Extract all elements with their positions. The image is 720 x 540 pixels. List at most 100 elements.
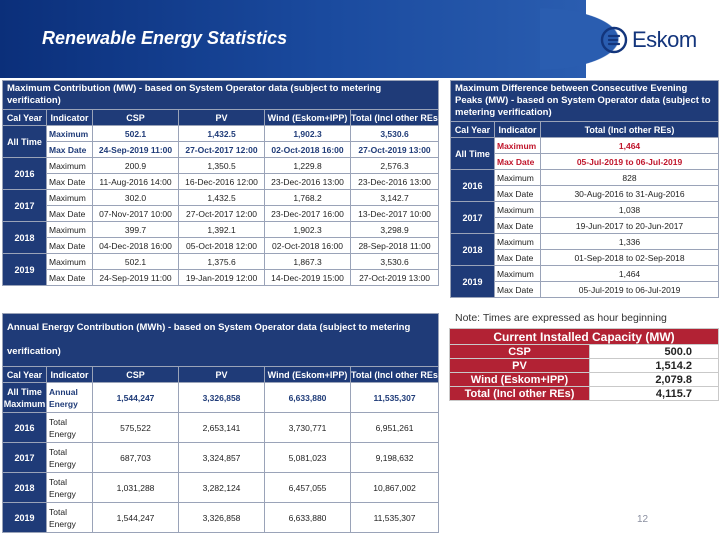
- value-cell: 575,522: [92, 412, 179, 443]
- value-cell: 23-Dec-2017 16:00: [264, 205, 351, 222]
- year-cell: 2019: [2, 253, 47, 286]
- annual-energy-table: Annual Energy Contribution (MWh) - based…: [1, 313, 440, 533]
- value-cell: 1,768.2: [264, 189, 351, 206]
- value-cell: 502.1: [92, 253, 179, 270]
- capacity-label: Wind (Eskom+IPP): [449, 372, 590, 387]
- year-cell: 2016: [450, 169, 495, 202]
- value-cell: 24-Sep-2019 11:00: [92, 269, 179, 286]
- value-cell: 828: [539, 169, 720, 186]
- table-row: 2016 Maximum 200.9 1,350.5 1,229.8 2,576.3: [2, 157, 440, 190]
- value-cell: 302.0: [92, 189, 179, 206]
- value-cell: 05-Jul-2019 to 06-Jul-2019: [539, 281, 720, 298]
- slide-header: Renewable Energy Statistics Eskom: [0, 0, 720, 78]
- value-cell: 24-Sep-2019 11:00: [92, 141, 179, 158]
- table-row: Max Date 05-Jul-2019 to 06-Jul-2019: [451, 281, 720, 298]
- value-cell: 1,392.1: [178, 221, 265, 238]
- table-row: Max Date 01-Sep-2018 to 02-Sep-2018: [451, 249, 720, 266]
- year-cell: 2018: [450, 233, 495, 266]
- value-cell: 30-Aug-2016 to 31-Aug-2016: [539, 185, 720, 202]
- value-cell: 07-Nov-2017 10:00: [92, 205, 179, 222]
- value-cell: 11,535,307: [349, 502, 440, 533]
- value-cell: 399.7: [92, 221, 179, 238]
- year-cell: 2017: [2, 189, 47, 222]
- capacity-value: 2,079.8: [588, 372, 720, 387]
- max-contribution-title: Maximum Contribution (MW) - based on Sys…: [1, 80, 440, 110]
- max-difference-table: Maximum Difference between Consecutive E…: [449, 80, 720, 298]
- capacity-row: CSP 500.0: [449, 344, 720, 359]
- capacity-label: Total (Incl other REs): [449, 386, 590, 401]
- value-cell: 02-Oct-2018 16:00: [264, 237, 351, 254]
- capacity-row: Wind (Eskom+IPP) 2,079.8: [449, 372, 720, 387]
- value-cell: 1,902.3: [264, 125, 351, 142]
- page-title: Renewable Energy Statistics: [42, 28, 288, 48]
- indicator-cell: Annual Energy: [46, 382, 93, 413]
- table-row: All Time Maximum 1,464: [450, 137, 720, 170]
- value-cell: 3,298.9: [349, 221, 440, 238]
- table-row: 2017 Total Energy 687,703 3,324,857 5,081,02…: [2, 442, 440, 473]
- value-cell: 3,326,858: [178, 502, 265, 533]
- value-cell: 502.1: [92, 125, 179, 142]
- value-cell: 11-Aug-2016 14:00: [92, 173, 179, 190]
- value-cell: 27-Oct-2019 13:00: [349, 141, 440, 158]
- value-cell: 6,633,880: [264, 382, 351, 413]
- header-band: [0, 0, 586, 78]
- value-cell: 01-Sep-2018 to 02-Sep-2018: [539, 249, 720, 266]
- value-cell: 14-Dec-2019 15:00: [264, 269, 351, 286]
- max-contribution-panel: Maximum Contribution (MW) - based on Sys…: [1, 80, 440, 286]
- indicator-cell: Max Date: [46, 269, 93, 286]
- value-cell: 9,198,632: [349, 442, 440, 473]
- indicator-cell: Max Date: [494, 217, 541, 234]
- indicator-cell: Maximum: [46, 189, 93, 206]
- indicator-cell: Max Date: [46, 205, 93, 222]
- indicator-cell: Max Date: [46, 173, 93, 190]
- indicator-cell: Max Date: [46, 141, 93, 158]
- table-row: Max Date 11-Aug-2016 14:00 16-Dec-2016 12:…: [3, 173, 440, 190]
- indicator-cell: Maximum: [494, 265, 541, 282]
- max-difference-header-row: Cal Year Indicator Total (Incl other REs): [450, 121, 720, 138]
- value-cell: 687,703: [92, 442, 179, 473]
- indicator-cell: Max Date: [494, 281, 541, 298]
- value-cell: 1,031,288: [92, 472, 179, 503]
- value-cell: 6,457,055: [264, 472, 351, 503]
- indicator-cell: Maximum: [494, 233, 541, 250]
- column-header: Total (Incl other REs): [539, 121, 720, 138]
- value-cell: 02-Oct-2018 16:00: [264, 141, 351, 158]
- column-header: Cal Year: [450, 121, 495, 138]
- value-cell: 200.9: [92, 157, 179, 174]
- value-cell: 2,653,141: [178, 412, 265, 443]
- indicator-cell: Maximum: [46, 221, 93, 238]
- table-row: Max Date 19-Jun-2017 to 20-Jun-2017: [451, 217, 720, 234]
- installed-capacity-table: Current Installed Capacity (MW) CSP 500.0…: [448, 328, 720, 401]
- year-cell: 2017: [2, 442, 47, 473]
- value-cell: 3,282,124: [178, 472, 265, 503]
- capacity-row: PV 1,514.2: [449, 358, 720, 373]
- value-cell: 3,326,858: [178, 382, 265, 413]
- logo-text: Eskom: [632, 27, 697, 52]
- value-cell: 19-Jun-2017 to 20-Jun-2017: [539, 217, 720, 234]
- column-header: Wind (Eskom+IPP): [264, 366, 351, 383]
- indicator-cell: Maximum: [494, 169, 541, 186]
- year-cell: 2018: [2, 221, 47, 254]
- table-row: 2018 Maximum 399.7 1,392.1 1,902.3 3,298.9: [2, 221, 440, 254]
- column-header: CSP: [92, 366, 179, 383]
- eskom-logo-icon: [600, 26, 628, 54]
- value-cell: 3,324,857: [178, 442, 265, 473]
- year-cell: 2017: [450, 201, 495, 234]
- indicator-cell: Max Date: [494, 249, 541, 266]
- value-cell: 05-Oct-2018 12:00: [178, 237, 265, 254]
- value-cell: 11,535,307: [349, 382, 440, 413]
- value-cell: 04-Dec-2018 16:00: [92, 237, 179, 254]
- value-cell: 2,576.3: [349, 157, 440, 174]
- value-cell: 13-Dec-2017 10:00: [349, 205, 440, 222]
- capacity-value: 500.0: [588, 344, 720, 359]
- column-header: Indicator: [494, 121, 541, 138]
- value-cell: 27-Oct-2019 13:00: [349, 269, 440, 286]
- column-header: CSP: [92, 109, 179, 126]
- value-cell: 1,038: [539, 201, 720, 218]
- value-cell: 27-Oct-2017 12:00: [178, 205, 265, 222]
- column-header: Indicator: [46, 109, 93, 126]
- year-cell: All Time: [2, 125, 47, 158]
- indicator-cell: Maximum: [494, 201, 541, 218]
- capacity-value: 1,514.2: [588, 358, 720, 373]
- table-row: Max Date 24-Sep-2019 11:00 19-Jan-2019 12:…: [3, 269, 440, 286]
